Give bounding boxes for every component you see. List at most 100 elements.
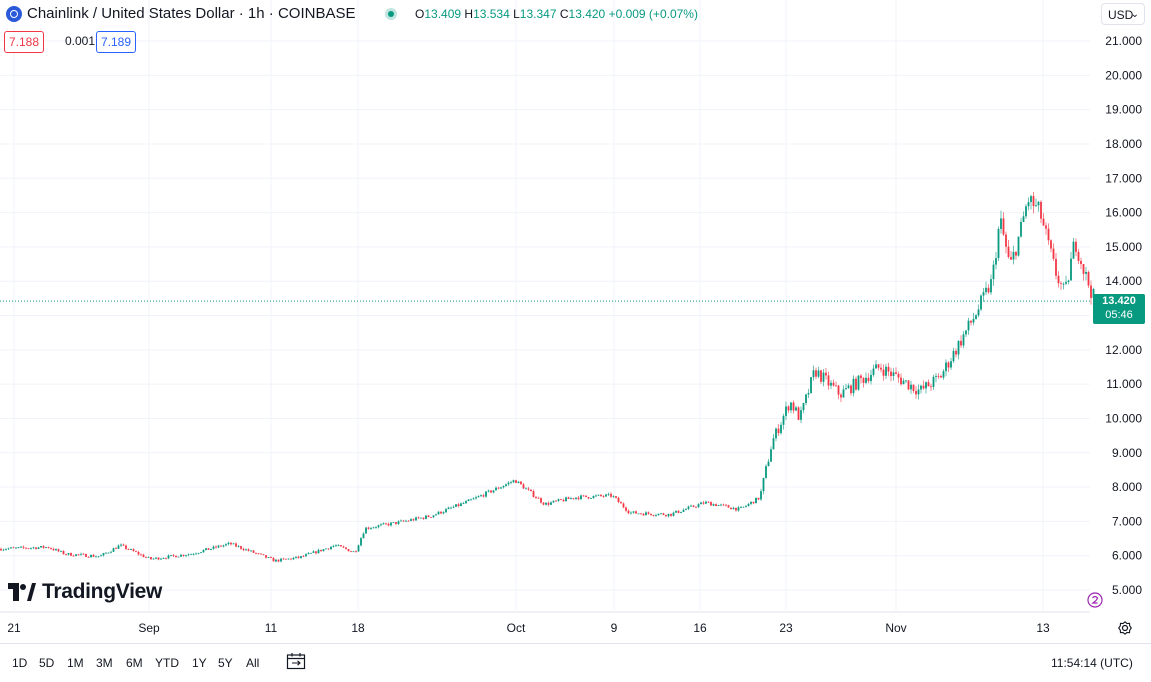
candle-body	[342, 546, 345, 548]
candle-body	[107, 552, 110, 554]
candle-body	[477, 496, 480, 498]
candle-body	[720, 504, 722, 506]
y-tick-label: 5.000	[1112, 583, 1142, 597]
candle-body	[820, 370, 822, 382]
candle-body	[965, 330, 967, 335]
candle-body	[605, 494, 607, 497]
candle-body	[102, 553, 105, 556]
candle-body	[145, 557, 147, 558]
candle-body	[322, 549, 325, 552]
candle-body	[972, 319, 975, 323]
range-1y-button[interactable]: 1Y	[192, 656, 207, 670]
candle-body	[1010, 256, 1012, 260]
candle-body	[980, 295, 982, 310]
buy-price-button[interactable]: 7.189	[96, 31, 137, 53]
candle-body	[795, 407, 797, 411]
candle-body	[75, 554, 77, 556]
candle-body	[1060, 283, 1062, 284]
candle-body	[290, 558, 292, 560]
candle-body	[692, 505, 695, 507]
candle-body	[697, 504, 700, 507]
candle-body	[1002, 218, 1005, 235]
candle-body	[747, 503, 750, 506]
alert-icon[interactable]	[1087, 592, 1103, 608]
candle-body	[62, 550, 65, 555]
candle-body	[1057, 275, 1060, 284]
tradingview-logo[interactable]: TradingView	[8, 580, 162, 604]
candle-body	[782, 415, 785, 425]
candle-body	[717, 505, 720, 507]
candle-body	[705, 501, 707, 504]
candle-body	[542, 502, 545, 505]
candle-body	[637, 513, 640, 515]
calendar-range-icon[interactable]	[286, 652, 306, 670]
candle-body	[885, 366, 887, 376]
candle-body	[40, 546, 42, 548]
candle-body	[582, 495, 585, 497]
symbol-title[interactable]: Chainlink / United States Dollar · 1h · …	[27, 5, 356, 22]
candle-body	[162, 558, 165, 560]
candle-body	[657, 513, 660, 516]
sell-price-button[interactable]: 7.188	[4, 31, 45, 53]
candle-body	[875, 364, 877, 369]
candle-body	[1047, 228, 1050, 241]
candle-body	[17, 547, 20, 548]
candle-body	[130, 549, 132, 550]
candle-body	[332, 545, 335, 547]
range-5y-button[interactable]: 5Y	[218, 656, 233, 670]
candle-body	[347, 549, 350, 552]
candle-body	[805, 394, 807, 404]
range-ytd-button[interactable]: YTD	[155, 656, 179, 670]
candle-body	[120, 544, 122, 546]
candle-body	[707, 501, 710, 503]
candle-body	[1085, 271, 1087, 274]
range-6m-button[interactable]: 6M	[126, 656, 143, 670]
range-1m-button[interactable]: 1M	[67, 656, 84, 670]
candle-body	[467, 499, 470, 502]
candle-body	[302, 556, 305, 557]
range-1d-button[interactable]: 1D	[12, 656, 28, 670]
settings-icon[interactable]	[1118, 621, 1132, 635]
candle-body	[172, 554, 175, 556]
candle-body	[87, 556, 90, 558]
bottom-toolbar: 1D 5D 1M 3M 6M YTD 1Y 5Y All 11:54:14 (U…	[0, 643, 1151, 682]
candle-body	[225, 544, 227, 546]
range-all-button[interactable]: All	[246, 656, 260, 670]
candle-body	[540, 498, 542, 503]
y-tick-label: 15.000	[1105, 240, 1142, 254]
tradingview-logo-icon	[8, 583, 36, 601]
candle-body	[492, 490, 495, 493]
candle-body	[602, 495, 605, 497]
utc-clock[interactable]: 11:54:14 (UTC)	[1051, 656, 1133, 670]
candle-body	[620, 502, 622, 504]
candle-body	[150, 557, 152, 560]
candle-body	[35, 547, 37, 549]
currency-select[interactable]: USD ⌄	[1101, 3, 1145, 25]
candle-body	[27, 548, 30, 550]
range-3m-button[interactable]: 3M	[96, 656, 113, 670]
candle-body	[977, 309, 980, 316]
candle-body	[927, 382, 930, 387]
candle-body	[750, 501, 752, 504]
candle-body	[645, 512, 647, 516]
candle-body	[312, 551, 315, 553]
candle-body	[55, 549, 57, 551]
candle-body	[1027, 202, 1030, 207]
candle-body	[732, 507, 735, 510]
price-chart[interactable]: 5.000 6.000 7.000 8.000 9.000 10.000 11.000 12.…	[0, 0, 1151, 643]
candle-body	[925, 382, 927, 389]
candle-body	[562, 499, 565, 502]
range-5d-button[interactable]: 5D	[39, 656, 55, 670]
candle-body	[310, 552, 312, 554]
candle-body	[475, 497, 477, 499]
open-label: O	[415, 7, 425, 21]
candle-body	[180, 554, 182, 557]
symbol-logo-icon[interactable]	[6, 6, 22, 22]
candle-body	[147, 557, 150, 558]
candle-body	[117, 545, 120, 549]
candle-body	[77, 554, 80, 556]
candle-body	[320, 549, 322, 552]
candle-body	[870, 374, 872, 382]
candle-body	[900, 377, 902, 385]
candle-body	[155, 557, 157, 559]
